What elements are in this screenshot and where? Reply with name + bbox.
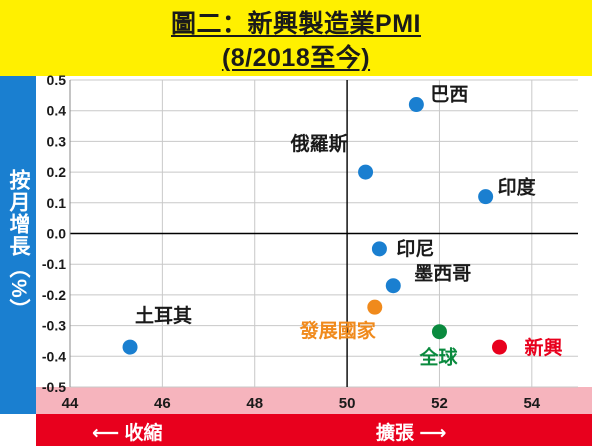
data-label: 印尼 <box>396 238 434 260</box>
data-point <box>491 339 507 355</box>
x-tick-label: 54 <box>523 395 540 412</box>
data-label: 全球 <box>418 346 458 369</box>
expansion-label: 擴張 ⟶ <box>376 423 447 444</box>
data-point <box>478 189 494 205</box>
x-tick-label: 44 <box>62 395 79 412</box>
y-tick-label: -0.2 <box>42 287 66 303</box>
y-tick-label: -0.3 <box>42 318 66 334</box>
y-tick-label: 0.5 <box>47 72 67 88</box>
data-point <box>122 339 138 355</box>
data-point <box>371 241 387 257</box>
data-point <box>385 278 401 294</box>
data-point <box>408 97 424 113</box>
chart-subtitle: (8/2018至今) <box>221 44 371 72</box>
data-label: 巴西 <box>430 84 468 106</box>
title-band <box>0 0 592 76</box>
y-tick-label: 0.3 <box>47 133 67 149</box>
y-tick-label: 0.1 <box>47 195 67 211</box>
data-label: 新興 <box>524 336 562 359</box>
y-tick-label: -0.4 <box>42 348 66 364</box>
chart-title: 圖二：新興製造業PMI <box>171 10 421 38</box>
direction-band <box>36 414 592 446</box>
data-label: 發展國家 <box>299 319 377 342</box>
data-point <box>431 324 447 340</box>
y-axis-label-band <box>0 76 36 414</box>
data-label: 土耳其 <box>135 305 192 327</box>
contraction-label: ⟵ 收縮 <box>92 423 163 444</box>
y-tick-label: 0.4 <box>47 103 67 119</box>
y-axis-label: 按月增長（%） <box>7 169 30 321</box>
y-tick-label: -0.1 <box>42 256 66 272</box>
data-label: 墨西哥 <box>414 263 471 285</box>
x-tick-label: 52 <box>431 395 448 412</box>
y-tick-label: 0.2 <box>47 164 67 180</box>
x-axis-band <box>36 387 592 414</box>
x-tick-label: 50 <box>339 395 356 412</box>
y-tick-label: 0.0 <box>47 226 67 242</box>
x-tick-label: 48 <box>246 395 263 412</box>
y-tick-label: -0.5 <box>42 379 66 395</box>
data-point <box>358 164 374 180</box>
x-tick-label: 46 <box>154 395 171 412</box>
data-label: 俄羅斯 <box>290 132 348 155</box>
data-label: 印度 <box>498 176 537 199</box>
data-point <box>367 299 383 315</box>
